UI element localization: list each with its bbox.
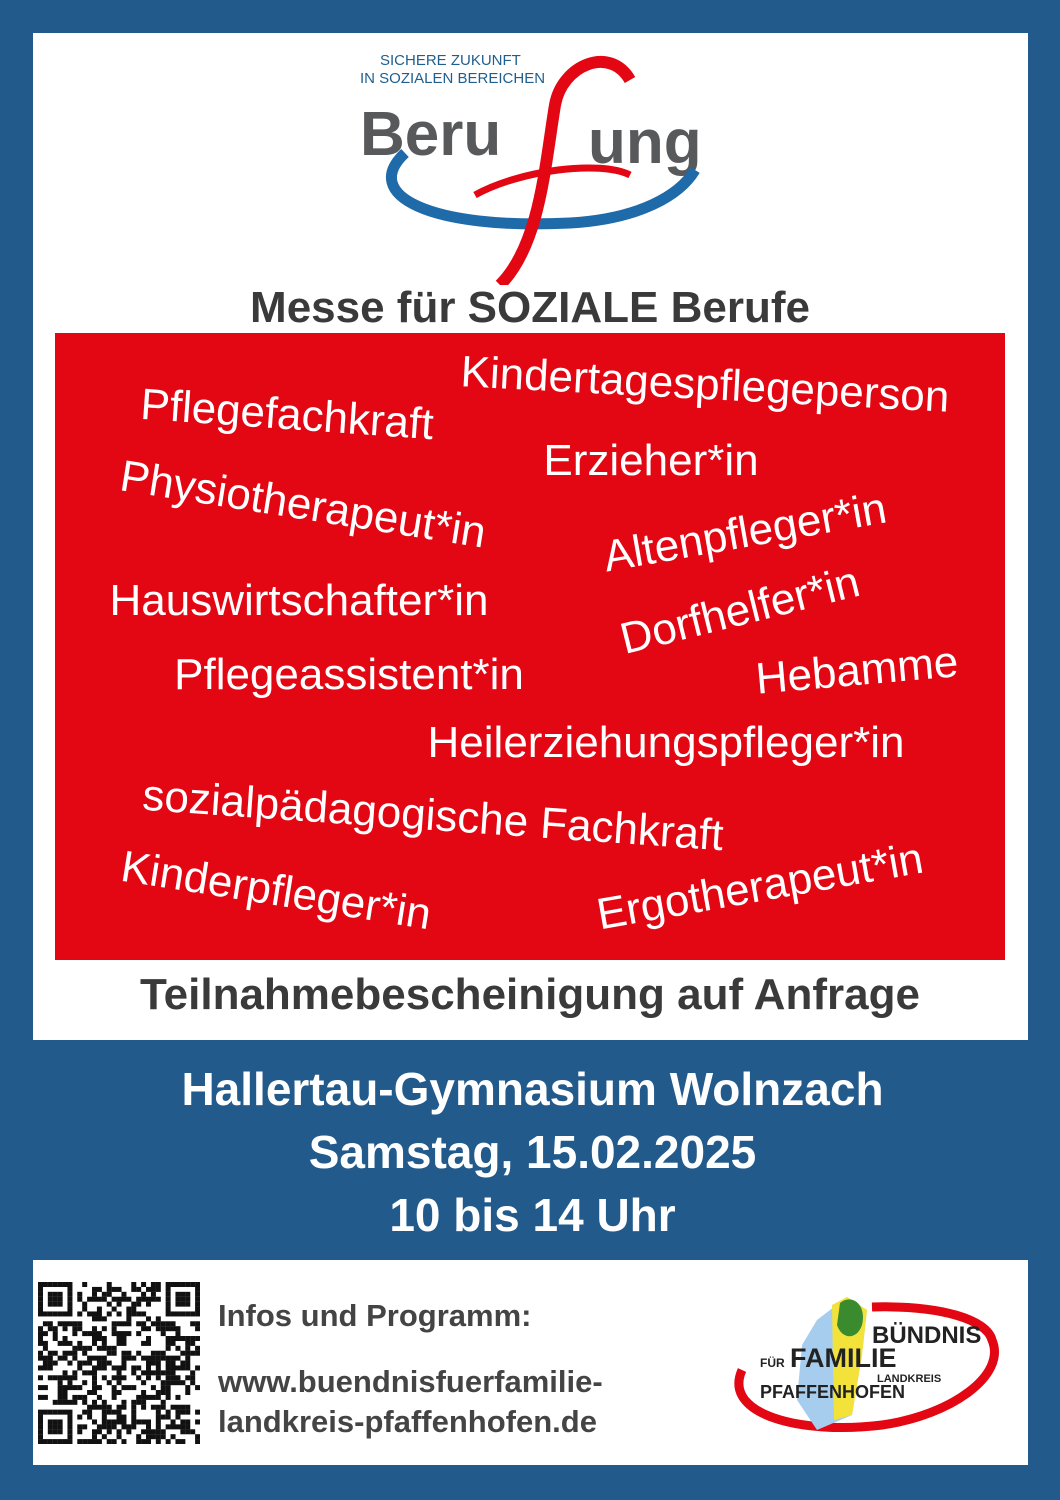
logo-line-2a: FÜR — [760, 1355, 785, 1370]
info-url-line-2[interactable]: landkreis-pfaffenhofen.de — [218, 1404, 597, 1439]
logo-line-4: PFAFFENHOFEN — [760, 1382, 905, 1402]
event-time: 10 bis 14 Uhr — [389, 1189, 676, 1241]
headline: Messe für SOZIALE Berufe — [250, 283, 810, 332]
profession: Pflegefachkraft — [138, 379, 436, 450]
buendnis-logo: BÜNDNIS FÜR FAMILIE LANDKREIS PFAFFENHOF… — [734, 1297, 999, 1432]
logo-word-left: Beru — [360, 100, 501, 169]
logo-ladder-f — [495, 56, 636, 285]
profession: Heilerziehungspfleger*in — [427, 718, 905, 767]
profession: Kinderpfleger*in — [117, 841, 435, 940]
profession: Kindertagespflegeperson — [459, 347, 951, 422]
logo-line-3: LANDKREIS — [877, 1373, 941, 1385]
info-label: Infos und Programm: — [218, 1298, 532, 1333]
certificate-note: Teilnahmebescheinigung auf Anfrage — [140, 970, 920, 1019]
profession: sozialpädagogische Fachkraft — [140, 770, 726, 861]
logo-line-1: BÜNDNIS — [872, 1322, 981, 1349]
logo-tagline-2: IN SOZIALEN BEREICHEN — [360, 70, 545, 87]
logo-swoosh — [386, 148, 700, 230]
info-url-line-1[interactable]: www.buendnisfuerfamilie- — [218, 1364, 603, 1399]
profession: Erzieher*in — [543, 436, 759, 485]
qr-code[interactable] — [38, 1282, 200, 1444]
logo-swoosh — [734, 1302, 999, 1432]
event-date: Samstag, 15.02.2025 — [308, 1126, 757, 1178]
logo-line-2b: FAMILIE — [790, 1343, 897, 1373]
logo-tagline-1: SICHERE ZUKUNFT — [380, 52, 521, 69]
profession: Physiotherapeut*in — [116, 451, 490, 558]
profession: Hebamme — [753, 637, 961, 704]
professions-box: Kindertagespflegeperson Pflegefachkraft … — [55, 333, 1005, 960]
berufung-logo: SICHERE ZUKUNFT IN SOZIALEN BEREICHEN Be… — [360, 52, 702, 285]
event-location: Hallertau-Gymnasium Wolnzach — [181, 1063, 884, 1115]
profession: Pflegeassistent*in — [174, 650, 524, 699]
profession: Hauswirtschafter*in — [109, 576, 489, 625]
